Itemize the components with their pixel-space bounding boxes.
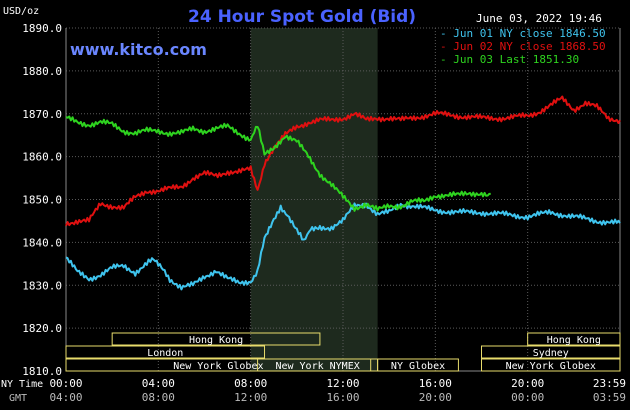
market-label-7: New York Globex — [506, 361, 596, 372]
x-tick-gmt-0: 04:00 — [49, 391, 82, 404]
grid — [65, 27, 621, 372]
legend-jun01: - Jun 01 NY close 1846.50 — [440, 27, 606, 40]
market-label-0: Hong Kong — [189, 335, 243, 346]
market-label-6: Sydney — [533, 348, 569, 359]
x-tick-ny-1: 04:00 — [142, 377, 175, 390]
series-line-1 — [65, 95, 621, 227]
market-bar-5 — [527, 332, 621, 346]
x-axis-ticks: 00:0004:0004:0008:0008:0012:0012:0016:00… — [49, 377, 626, 404]
legend-jun02: - Jun 02 NY close 1868.50 — [440, 40, 606, 53]
market-label-5: Hong Kong — [547, 335, 601, 346]
x-tick-ny-0: 00:00 — [49, 377, 82, 390]
market-bar-2 — [65, 358, 372, 372]
chart-timestamp: June 03, 2022 19:46 — [476, 12, 602, 25]
brand-url: www.kitco.com — [70, 40, 207, 59]
x-tick-ny-2: 08:00 — [234, 377, 267, 390]
y-axis-unit: USD/oz — [3, 6, 39, 17]
y-tick-label-6: 1830.0 — [22, 279, 62, 292]
x-tick-gmt-4: 20:00 — [419, 391, 452, 404]
x-tick-gmt-3: 16:00 — [326, 391, 359, 404]
series-line-0 — [65, 202, 621, 291]
y-tick-label-5: 1840.0 — [22, 236, 62, 249]
x-tick-ny-4: 16:00 — [419, 377, 452, 390]
x-tick-ny-6: 23:59 — [593, 377, 626, 390]
y-axis-ticks: 1890.0 1880.0 1870.0 1860.0 1850.0 1840.0 1830… — [22, 22, 62, 378]
market-label-4: NY Globex — [391, 361, 445, 372]
y-tick-label-4: 1850.0 — [22, 194, 62, 207]
market-bar-7 — [481, 358, 621, 372]
x-row-label-gmt: GMT — [9, 393, 27, 404]
y-tick-label-2: 1870.0 — [22, 108, 62, 121]
y-tick-label-0: 1890.0 — [22, 22, 62, 35]
market-bar-4 — [377, 358, 459, 372]
x-tick-ny-3: 12:00 — [326, 377, 359, 390]
ny-session-shade — [250, 28, 378, 371]
market-label-1: London — [147, 348, 183, 359]
x-tick-gmt-2: 12:00 — [234, 391, 267, 404]
market-label-2: New York Globex — [173, 361, 263, 372]
x-tick-ny-5: 20:00 — [511, 377, 544, 390]
market-bar-1 — [65, 345, 266, 359]
y-tick-label-3: 1860.0 — [22, 151, 62, 164]
legend-jun03: - Jun 03 Last 1851.30 — [440, 53, 579, 66]
x-tick-gmt-6: 03:59 — [593, 391, 626, 404]
ny-session-shade-rect — [250, 28, 378, 371]
series-line-2 — [65, 115, 491, 212]
market-bar-0 — [111, 332, 321, 346]
market-label-3: New York NYMEX — [275, 361, 359, 372]
x-tick-gmt-1: 08:00 — [142, 391, 175, 404]
x-row-label-ny: NY Time — [1, 379, 43, 390]
chart-title: 24 Hour Spot Gold (Bid) — [188, 7, 416, 27]
y-tick-label-7: 1820.0 — [22, 322, 62, 335]
y-tick-label-8: 1810.0 — [22, 365, 62, 378]
series-lines — [65, 95, 621, 291]
x-tick-gmt-5: 00:00 — [511, 391, 544, 404]
y-tick-label-1: 1880.0 — [22, 65, 62, 78]
market-bar-6 — [481, 345, 621, 359]
market-hours-bars: Hong Kong London New York Globex New York N… — [65, 332, 621, 372]
